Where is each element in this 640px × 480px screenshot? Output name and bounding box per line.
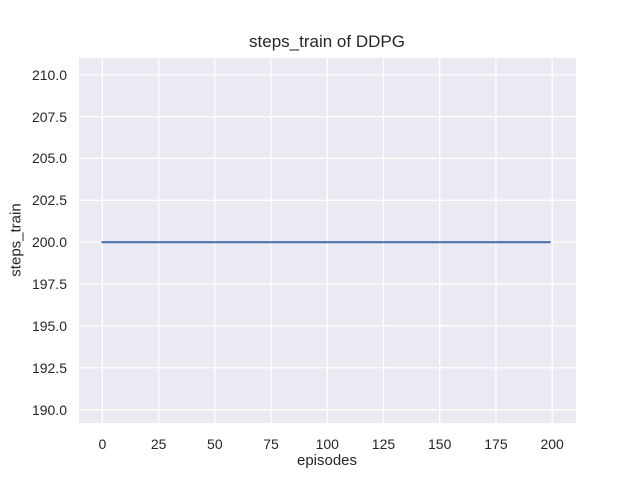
plot-area [79,58,576,423]
y-tick-label: 192.5 [31,359,67,376]
y-tick-label: 207.5 [31,108,67,125]
x-axis-label: episodes [296,452,358,469]
x-tick-label: 75 [263,436,279,452]
y-tick-label: 210.0 [31,66,67,83]
y-axis-label: steps_train [7,203,25,277]
y-tick-label: 197.5 [31,276,67,293]
y-tick-label: 200.0 [31,234,67,251]
chart-title: steps_train of DDPG [249,32,405,51]
y-tick-label: 195.0 [31,317,67,334]
x-tick-label: 25 [150,436,167,452]
plot-canvas [79,58,576,423]
x-tick-label: 125 [371,436,396,452]
x-tick-label: 50 [207,436,223,452]
x-tick-label: 100 [315,436,339,452]
x-tick-label: 150 [428,436,452,452]
x-tick-label: 200 [540,436,564,452]
y-tick-label: 205.0 [31,150,67,167]
x-tick-label: 175 [484,436,508,452]
y-tick-label: 202.5 [31,192,67,209]
y-tick-label: 190.0 [31,401,67,418]
x-tick-label: 0 [98,436,107,452]
